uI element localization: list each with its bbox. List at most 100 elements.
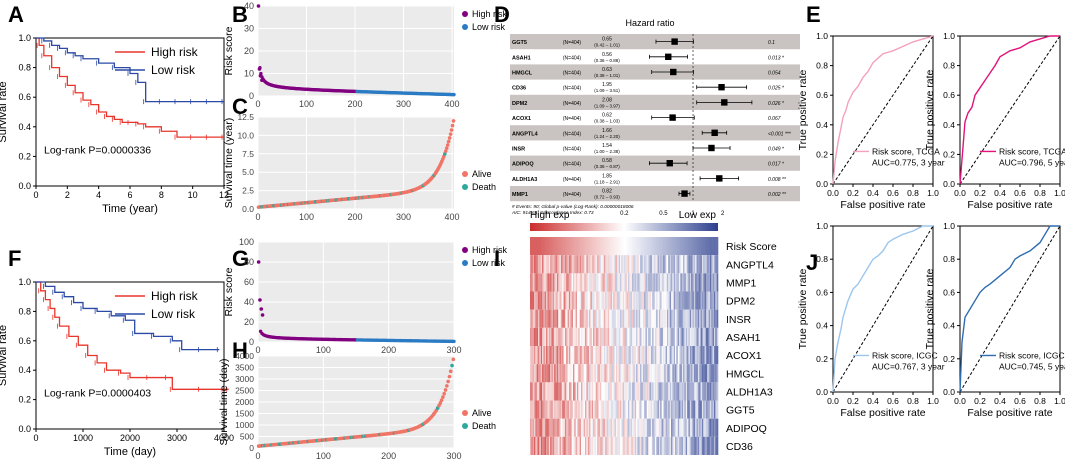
heatmap-cell xyxy=(638,400,641,419)
heatmap-cell xyxy=(636,237,638,256)
heatmap-cell xyxy=(641,382,644,401)
heatmap-cell xyxy=(707,291,709,310)
heatmap-cell xyxy=(657,400,660,419)
heatmap-cell xyxy=(554,327,556,346)
heatmap-cell xyxy=(716,346,719,365)
heatmap-cell xyxy=(606,346,609,365)
heatmap-cell xyxy=(539,382,542,401)
heatmap-cell xyxy=(701,400,704,419)
heatmap-cell xyxy=(542,309,544,328)
forest-estimate-box xyxy=(721,99,728,106)
km-curve-high-risk xyxy=(36,281,229,390)
y-tick-label: 0.8 xyxy=(18,63,31,73)
heatmap-cell xyxy=(563,255,566,274)
heatmap-cell xyxy=(539,237,542,256)
heatmap-cell xyxy=(609,400,611,419)
heatmap-cell xyxy=(538,255,540,274)
heatmap-cell xyxy=(649,364,652,383)
heatmap-cell xyxy=(540,255,543,274)
heatmap-cell xyxy=(562,346,564,365)
death-point xyxy=(442,152,447,156)
heatmap-cell xyxy=(703,382,705,401)
heatmap-cell xyxy=(610,237,613,256)
heatmap-cell xyxy=(621,346,623,365)
heatmap-cell xyxy=(570,346,572,365)
heatmap-cell xyxy=(708,382,711,401)
heatmap-cell xyxy=(654,291,657,310)
heatmap-cell xyxy=(559,237,562,256)
y-axis-label: Survival time (year) xyxy=(223,118,235,208)
heatmap-cell xyxy=(641,327,644,346)
heatmap-cell xyxy=(687,382,689,401)
heatmap-cell xyxy=(705,436,708,455)
heatmap-cell xyxy=(601,237,603,256)
heatmap-cell xyxy=(574,364,576,383)
x-tick-label: 200 xyxy=(348,99,363,109)
heatmap-cell xyxy=(693,436,696,455)
heatmap-cell xyxy=(696,400,699,419)
heatmap-cell xyxy=(622,436,625,455)
heatmap-cell xyxy=(607,436,610,455)
heatmap-cell xyxy=(582,400,585,419)
heatmap-cell xyxy=(632,382,634,401)
heatmap-cell xyxy=(630,291,633,310)
heatmap-cell xyxy=(607,255,610,274)
heatmap-cell xyxy=(638,291,641,310)
heatmap-cell xyxy=(615,400,618,419)
y-tick-label: 2000 xyxy=(235,397,254,407)
heatmap-cell xyxy=(610,346,613,365)
heatmap-cell xyxy=(563,327,566,346)
heatmap-cell xyxy=(540,382,543,401)
heatmap-cell xyxy=(606,273,609,292)
heatmap-cell xyxy=(646,255,649,274)
heatmap-cell xyxy=(704,364,707,383)
heatmap-cell xyxy=(626,418,629,437)
heatmap-cell xyxy=(582,309,585,328)
legend-label: Low risk xyxy=(472,22,506,32)
heatmap-cell xyxy=(641,346,644,365)
heatmap-cell xyxy=(591,418,594,437)
heatmap-cell xyxy=(683,346,685,365)
forest-p-value: 0.049 * xyxy=(768,147,785,153)
heatmap-cell xyxy=(532,309,535,328)
heatmap-cell xyxy=(687,346,689,365)
heatmap-cell xyxy=(668,364,670,383)
heatmap-cell xyxy=(705,273,708,292)
heatmap-cell xyxy=(685,237,688,256)
heatmap-cell xyxy=(685,346,688,365)
heatmap-cell xyxy=(614,346,617,365)
heatmap-cell xyxy=(632,273,634,292)
heatmap-cell xyxy=(613,418,615,437)
x-tick-label: 0 xyxy=(255,345,260,355)
heatmap-cell xyxy=(700,273,703,292)
heatmap-cell xyxy=(668,382,670,401)
heatmap-cell xyxy=(589,327,591,346)
legend-label: Low risk xyxy=(151,63,196,77)
heatmap-cell xyxy=(687,291,689,310)
heatmap-cell xyxy=(644,382,646,401)
heatmap-cell xyxy=(705,327,708,346)
heatmap-cell xyxy=(619,237,622,256)
heatmap-cell xyxy=(619,382,622,401)
heatmap-cell xyxy=(618,327,621,346)
forest-p-value: 0.067 xyxy=(768,116,781,122)
heatmap-cell xyxy=(567,382,570,401)
heatmap-cell xyxy=(618,418,621,437)
heatmap-cell xyxy=(570,364,572,383)
heatmap-cell xyxy=(572,436,575,455)
heatmap-cell xyxy=(680,327,683,346)
heatmap-cell xyxy=(614,291,617,310)
forest-gene-label: HMGCL xyxy=(512,71,533,77)
heatmap-cell xyxy=(640,237,642,256)
heatmap-cell xyxy=(602,327,605,346)
legend-dot xyxy=(462,247,468,253)
y-tick-label: 20 xyxy=(244,317,254,327)
heatmap-cell xyxy=(598,418,601,437)
heatmap-cell xyxy=(583,418,586,437)
heatmap-cell xyxy=(579,436,582,455)
plot-frame xyxy=(959,225,1061,393)
heatmap-cell xyxy=(582,436,585,455)
heatmap-cell xyxy=(581,382,583,401)
y-tick-label: 0.6 xyxy=(943,287,955,297)
heatmap-cell xyxy=(552,291,555,310)
